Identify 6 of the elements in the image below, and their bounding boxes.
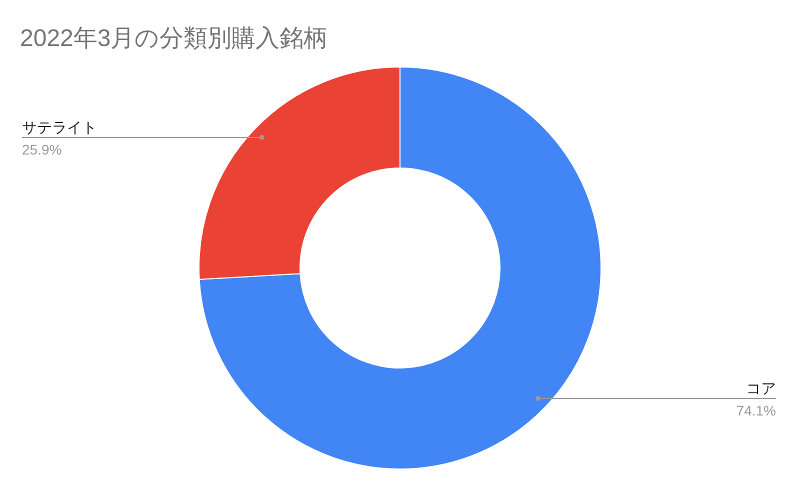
- donut-slice: [198, 66, 602, 470]
- slice-label: サテライト: [22, 120, 97, 136]
- data-label: 74.1%: [736, 402, 776, 418]
- chart-title: 2022年3月の分類別購入銘柄: [20, 25, 328, 52]
- slice-label: コア: [746, 380, 776, 398]
- data-label: 25.9%: [22, 142, 62, 158]
